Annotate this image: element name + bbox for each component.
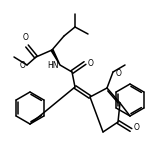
Text: O: O	[116, 69, 122, 79]
Text: O: O	[23, 33, 29, 42]
Text: HN: HN	[48, 62, 59, 70]
Text: O: O	[88, 59, 94, 69]
Polygon shape	[51, 49, 60, 65]
Text: O: O	[20, 62, 26, 70]
Text: O: O	[134, 124, 140, 132]
